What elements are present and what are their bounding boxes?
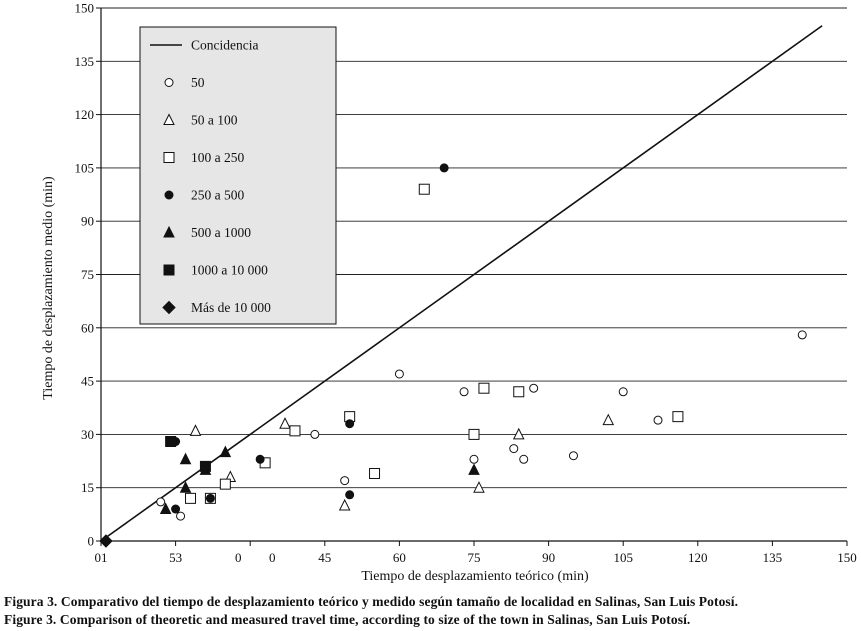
legend-label: Concidencia <box>191 38 258 53</box>
point-250-a-500 <box>255 454 265 464</box>
legend-label: 50 a 100 <box>191 113 238 128</box>
y-tick-label: 150 <box>75 1 95 16</box>
x-tick-label: 0 <box>269 550 276 565</box>
x-tick-label: 60 <box>393 550 406 565</box>
point-100-a-250 <box>672 411 684 423</box>
x-tick-label: 0 <box>235 550 242 565</box>
point-100-a-250 <box>468 428 480 440</box>
point-100-a-250 <box>478 382 490 394</box>
point-50 <box>618 387 628 397</box>
legend-label: 50 <box>191 75 205 90</box>
legend-marker <box>164 78 174 87</box>
legend-marker <box>164 190 174 200</box>
point-1000-a-10-000 <box>199 460 211 472</box>
point-50 <box>340 476 350 486</box>
legend-label: 250 a 500 <box>191 188 244 203</box>
point-50 <box>653 415 663 425</box>
point-50 <box>459 387 469 397</box>
point-1000-a-10-000 <box>165 436 177 448</box>
point-50-a-100 <box>512 427 525 440</box>
point-100-a-250 <box>185 492 197 504</box>
point-50 <box>529 383 539 393</box>
point-250-a-500 <box>345 419 355 429</box>
y-tick-label: 0 <box>88 534 95 549</box>
x-tick-label: 53 <box>169 550 182 565</box>
legend-label: Más de 10 000 <box>191 300 271 315</box>
legend: Concidencia 50 50 a 100 100 a 250 250 a 500 5… <box>139 26 337 325</box>
legend-marker <box>162 300 176 315</box>
point-500-a-1000 <box>468 463 480 475</box>
point-50-a-100 <box>602 413 615 426</box>
point-50 <box>394 369 404 379</box>
x-axis-title: Tiempo de desplazamiento teórico (min) <box>361 569 589 584</box>
point-100-a-250 <box>513 386 525 398</box>
point-50 <box>176 511 186 521</box>
point-50 <box>310 429 320 439</box>
x-tick-label: 120 <box>688 550 708 565</box>
x-tick-label: 135 <box>763 550 783 565</box>
point-250-a-500 <box>205 493 215 503</box>
x-tick-label: 105 <box>613 550 633 565</box>
y-tick-label: 105 <box>75 160 95 175</box>
point-250-a-500 <box>345 490 355 500</box>
legend-label: 100 a 250 <box>191 150 244 165</box>
point-50-a-100 <box>473 481 485 493</box>
point-100-a-250 <box>418 183 430 195</box>
x-tick-label: 90 <box>542 550 555 565</box>
legend-marker <box>163 113 175 125</box>
x-tick-label: 150 <box>837 550 857 565</box>
point-100-a-250 <box>219 478 231 490</box>
point-m-s-de-10-000 <box>99 534 113 548</box>
y-tick-label: 30 <box>81 427 94 442</box>
y-tick-label: 60 <box>81 320 94 335</box>
point-250-a-500 <box>171 504 181 514</box>
point-50 <box>156 497 166 507</box>
y-tick-label: 135 <box>75 54 95 69</box>
legend-marker <box>163 264 175 276</box>
point-100-a-250 <box>289 425 301 437</box>
legend-label: 1000 a 10 000 <box>191 263 268 278</box>
caption-spanish: Figura 3. Comparativo del tiempo de desp… <box>4 594 739 609</box>
point-50 <box>568 451 578 461</box>
y-axis-ticks: 0 15 30 45 60 75 90 105 120 135 150 <box>75 1 101 549</box>
point-50 <box>469 454 479 464</box>
data-points <box>99 163 807 548</box>
point-100-a-250 <box>369 467 381 479</box>
point-250-a-500 <box>439 163 449 173</box>
y-axis-title: Tiempo de desplazamiento medio (min) <box>41 176 56 400</box>
y-tick-label: 15 <box>81 480 94 495</box>
y-tick-label: 120 <box>75 107 95 122</box>
y-tick-label: 90 <box>81 214 94 229</box>
point-500-a-1000 <box>179 452 192 465</box>
point-50 <box>509 444 519 454</box>
point-500-a-1000 <box>179 481 192 493</box>
point-500-a-1000 <box>159 502 172 515</box>
legend-box <box>139 26 337 325</box>
point-50 <box>797 330 807 340</box>
caption-english: Figure 3. Comparison of theoretic and me… <box>4 612 691 627</box>
y-tick-label: 75 <box>81 267 94 282</box>
x-tick-label: 75 <box>468 550 481 565</box>
legend-marker <box>163 225 175 238</box>
legend-marker <box>163 152 175 163</box>
point-500-a-1000 <box>219 445 232 458</box>
y-tick-label: 45 <box>81 374 94 389</box>
point-50-a-100 <box>279 417 291 429</box>
point-50-a-100 <box>338 498 351 511</box>
x-tick-label: 01 <box>95 550 108 565</box>
x-axis-ticks: 01 53 0 0 45 60 75 90 105 120 135 150 <box>95 541 857 565</box>
legend-label: 500 a 1000 <box>191 225 251 240</box>
point-50 <box>519 454 529 464</box>
x-tick-label: 45 <box>318 550 331 565</box>
point-50-a-100 <box>189 424 202 436</box>
